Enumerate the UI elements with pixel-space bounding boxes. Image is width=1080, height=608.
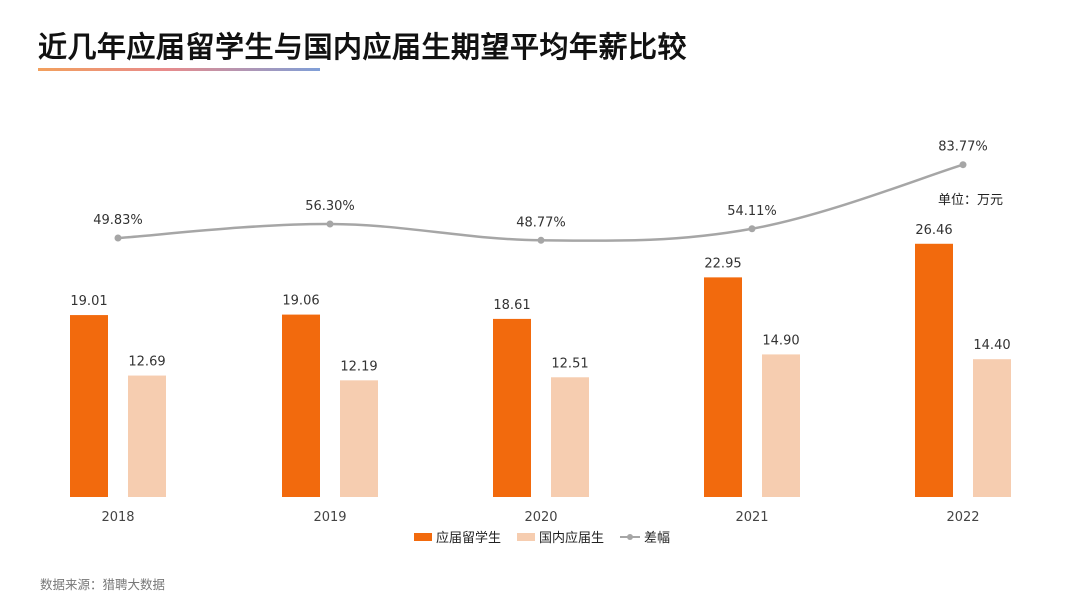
gap-point-2020 — [537, 236, 545, 244]
legend-item-domestic: 国内应届生 — [517, 527, 604, 546]
legend-swatch-overseas — [414, 532, 432, 541]
bar-domestic-2021 — [762, 354, 800, 497]
bar-label-overseas-2021: 22.95 — [704, 256, 741, 271]
legend-label-overseas: 应届留学生 — [436, 531, 502, 546]
bar-overseas-2019 — [282, 314, 320, 497]
bar-domestic-2020 — [551, 377, 589, 497]
gap-label-2018: 49.83% — [93, 213, 143, 228]
gap-point-2022 — [959, 161, 967, 169]
unit-label: 单位：万元 — [938, 193, 1004, 208]
x-tick-label-2021: 2021 — [735, 510, 768, 525]
gap-point-2019 — [326, 220, 334, 228]
bar-overseas-2018 — [70, 315, 108, 497]
legend-line-marker — [620, 533, 641, 541]
bar-label-domestic-2018: 12.69 — [128, 355, 165, 370]
gap-label-2020: 48.77% — [516, 215, 566, 230]
legend-label-domestic: 国内应届生 — [539, 531, 605, 546]
legend-item-overseas: 应届留学生 — [414, 527, 501, 546]
bar-overseas-2021 — [704, 277, 742, 497]
bar-domestic-2022 — [973, 359, 1011, 497]
gap-label-2021: 54.11% — [727, 204, 777, 219]
bar-label-overseas-2022: 26.46 — [915, 223, 952, 238]
bar-label-domestic-2020: 12.51 — [551, 356, 588, 371]
gap-label-2022: 83.77% — [938, 140, 988, 155]
x-tick-label-2019: 2019 — [313, 510, 346, 525]
gap-label-2019: 56.30% — [305, 199, 355, 214]
bar-label-domestic-2022: 14.40 — [973, 338, 1010, 353]
x-tick-label-2018: 2018 — [101, 510, 134, 525]
page-title: 近几年应届留学生与国内应届生期望平均年薪比较 — [38, 30, 688, 64]
x-tick-label-2020: 2020 — [524, 510, 557, 525]
bar-label-overseas-2019: 19.06 — [282, 294, 319, 309]
legend-swatch-domestic — [517, 532, 536, 541]
bar-label-domestic-2019: 12.19 — [340, 359, 377, 374]
chart-legend: 应届留学生 国内应届生 差幅 — [414, 527, 686, 546]
source-note: 数据来源：猎聘大数据 — [40, 577, 166, 592]
bar-overseas-2020 — [493, 318, 531, 497]
gap-point-2018 — [114, 234, 122, 242]
bar-domestic-2018 — [128, 375, 166, 497]
legend-label-gap: 差幅 — [644, 531, 671, 546]
gap-point-2021 — [748, 225, 756, 233]
bar-label-overseas-2018: 19.01 — [70, 294, 107, 309]
bar-label-domestic-2021: 14.90 — [762, 333, 799, 348]
bar-label-overseas-2020: 18.61 — [493, 298, 530, 313]
legend-item-gap: 差幅 — [620, 527, 670, 546]
bar-domestic-2019 — [340, 380, 378, 497]
title-underline — [38, 68, 320, 71]
bar-overseas-2022 — [915, 243, 953, 497]
x-tick-label-2022: 2022 — [946, 510, 979, 525]
